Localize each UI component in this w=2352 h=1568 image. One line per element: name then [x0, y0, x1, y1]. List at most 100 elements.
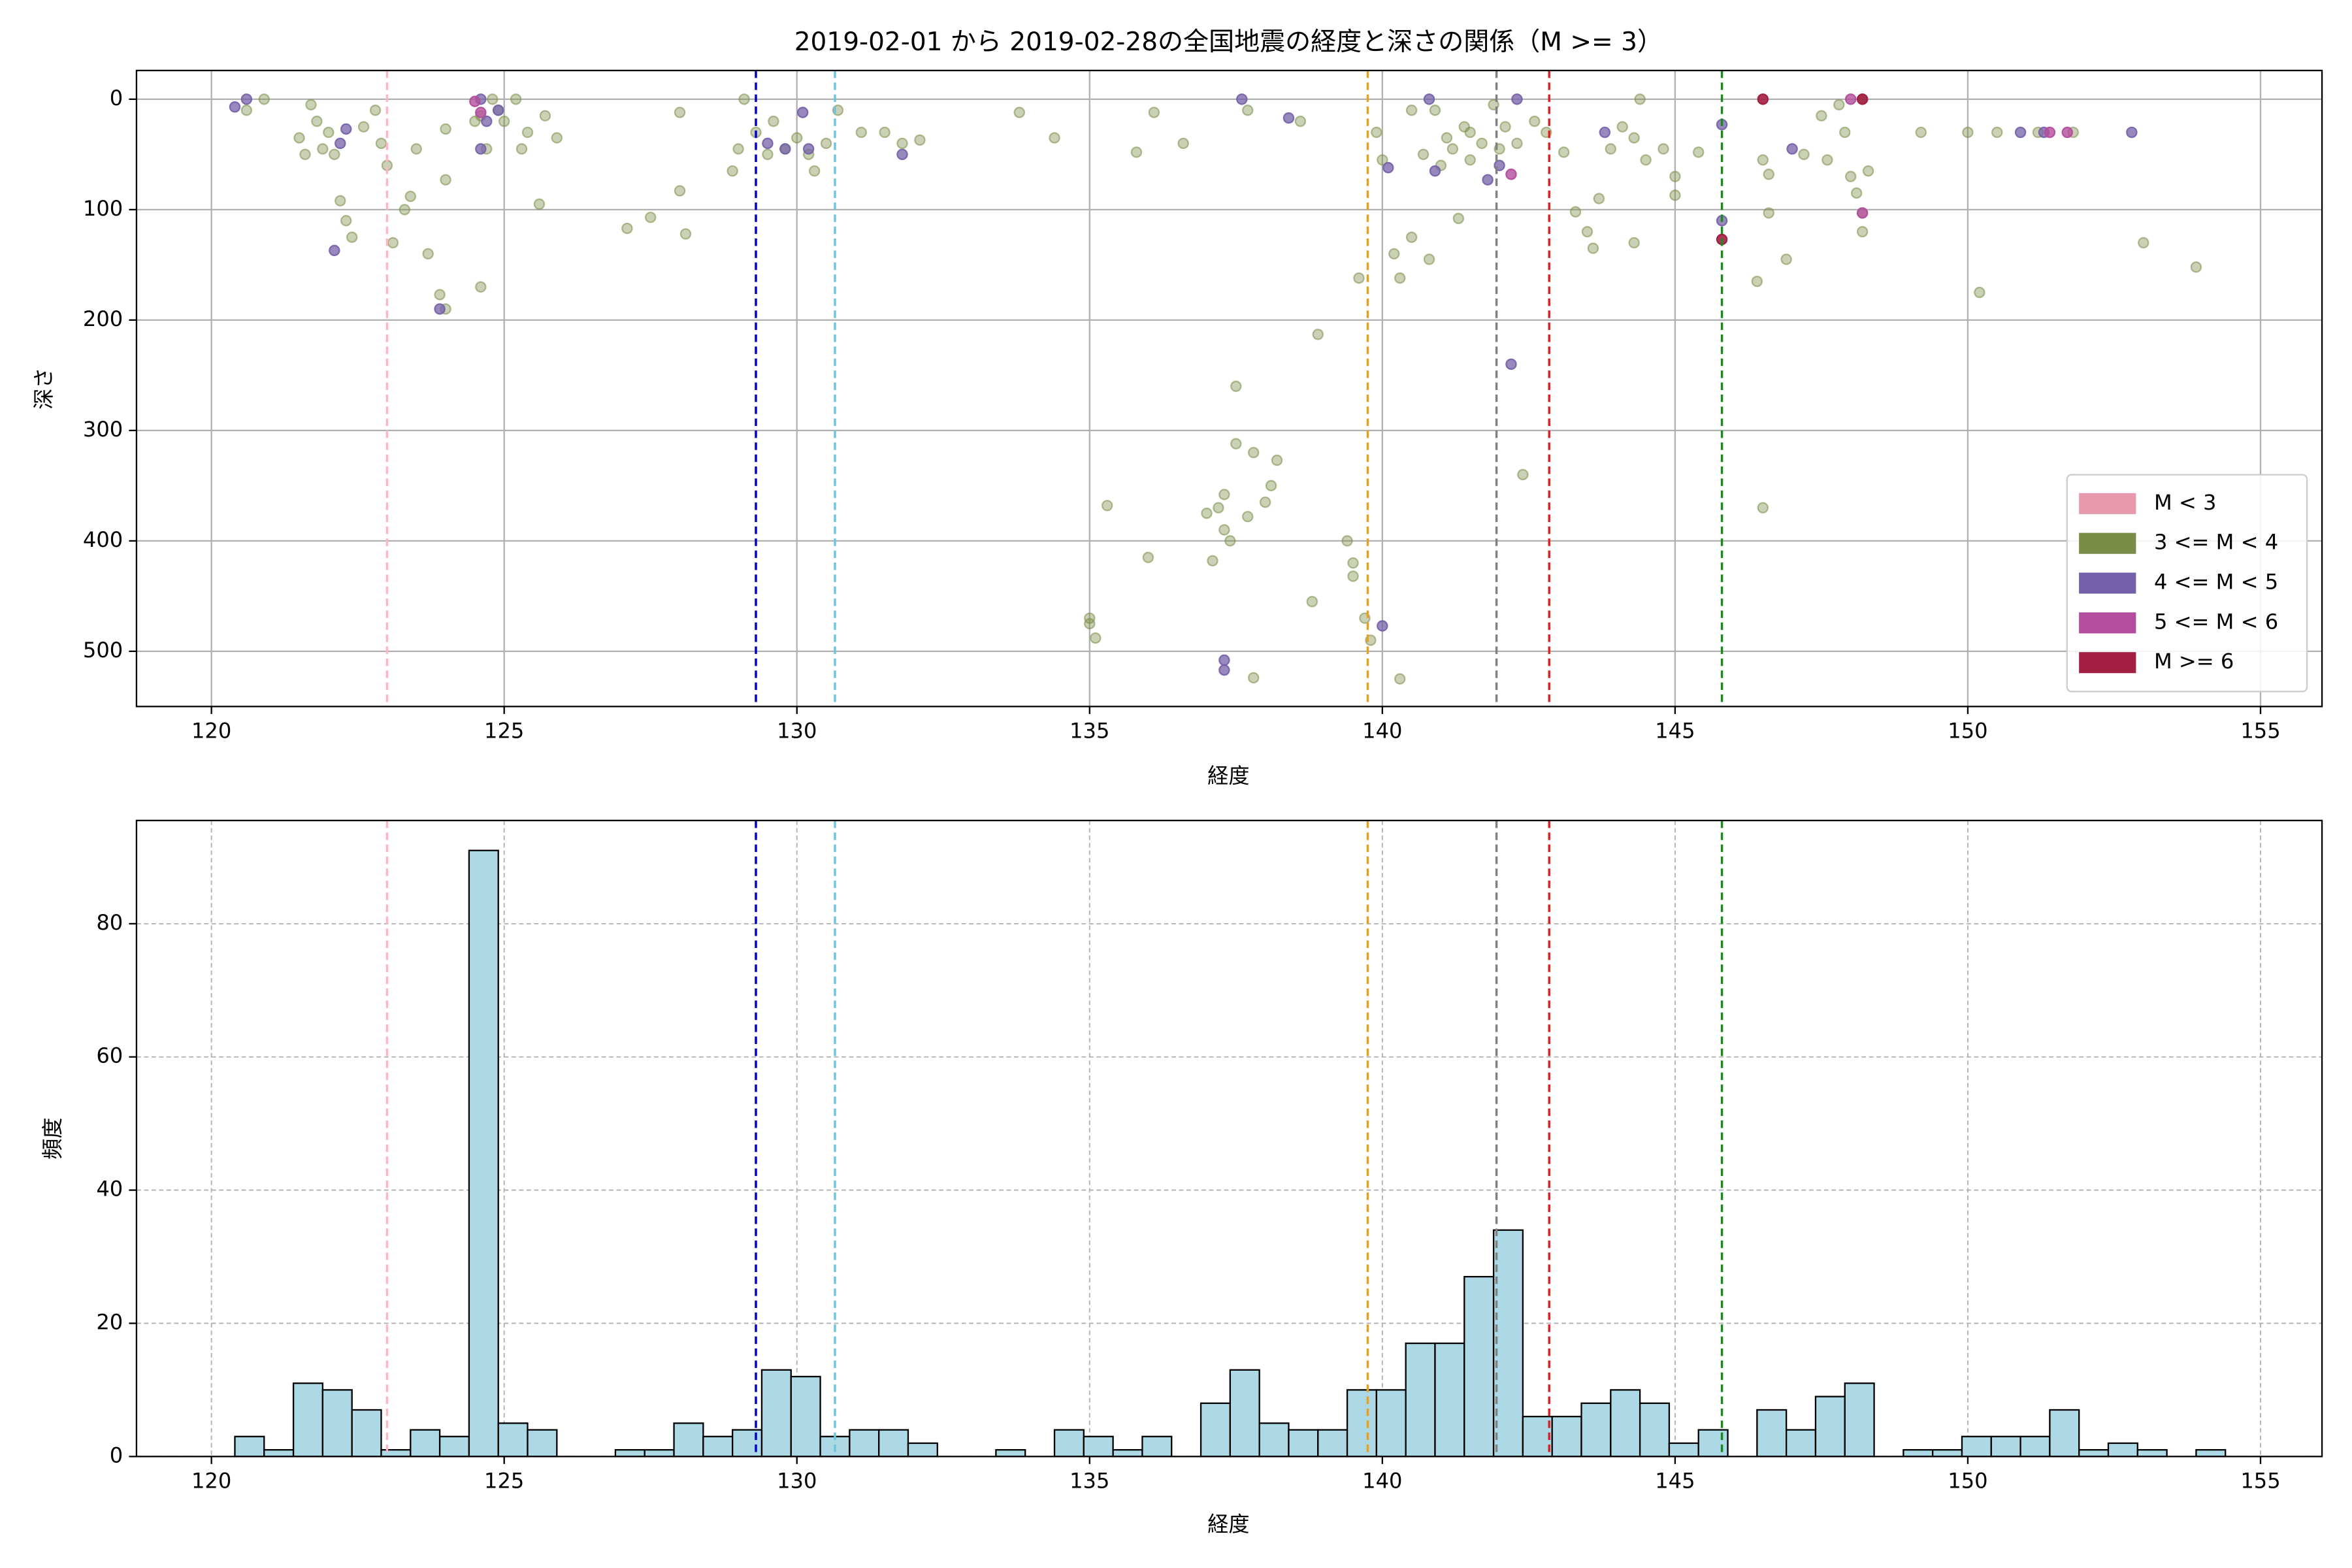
data-point [1382, 161, 1394, 174]
legend-label: M >= 6 [2154, 649, 2234, 674]
data-point [551, 132, 563, 144]
data-point [674, 185, 686, 197]
chart-title: 2019-02-01 から 2019-02-28の全国地震の経度と深さの関係（M… [794, 27, 1663, 57]
y-tick-label: 100 [83, 196, 123, 221]
y-tick-label: 0 [110, 1443, 123, 1467]
data-point [1587, 242, 1599, 254]
y-tick-label: 40 [96, 1177, 123, 1201]
data-point [422, 248, 434, 260]
data-point [1230, 438, 1242, 449]
histogram-bar [673, 1422, 704, 1458]
data-point [802, 143, 815, 155]
x-tick-label: 135 [1070, 1468, 1109, 1493]
data-point [1839, 126, 1851, 139]
data-point [1476, 137, 1488, 150]
data-point [1230, 380, 1242, 392]
data-point [1628, 237, 1640, 249]
data-point [240, 93, 253, 105]
x-axis-label: 経度 [1207, 763, 1249, 788]
histogram-bar [468, 849, 499, 1458]
histogram-bar [2078, 1448, 2110, 1458]
data-point [1816, 110, 1827, 122]
histogram-bar [760, 1369, 792, 1458]
data-point [1505, 169, 1517, 180]
legend-swatch [2079, 532, 2136, 554]
x-tick-label: 145 [1655, 718, 1695, 743]
histogram-bar [1697, 1429, 1729, 1458]
histogram-bar [321, 1389, 353, 1458]
x-tick-label: 145 [1655, 1468, 1695, 1493]
data-point [293, 132, 305, 144]
histogram-bar [907, 1442, 938, 1458]
histogram-bar [1317, 1429, 1348, 1458]
data-point [1844, 171, 1857, 182]
y-tick-label: 400 [83, 527, 123, 552]
data-point [1394, 272, 1406, 284]
data-point [1763, 207, 1774, 219]
data-point [1693, 146, 1705, 158]
data-point [410, 143, 422, 155]
y-tick-label: 200 [83, 306, 123, 331]
histogram-bar [1083, 1435, 1114, 1458]
data-point [1593, 193, 1605, 204]
x-tick-label: 125 [484, 1468, 524, 1493]
data-point [1423, 253, 1435, 265]
legend-swatch [2079, 493, 2136, 514]
data-point [1751, 275, 1763, 287]
data-point [1599, 126, 1611, 139]
data-point [2190, 261, 2202, 273]
legend-label: M < 3 [2154, 490, 2217, 515]
data-point [1511, 137, 1523, 150]
data-point [644, 211, 657, 223]
data-point [1271, 454, 1283, 466]
x-tick-label: 130 [777, 718, 817, 743]
histogram-bar [234, 1435, 265, 1458]
data-point [896, 137, 908, 150]
histogram-bar [2049, 1409, 2080, 1458]
data-point [1780, 253, 1792, 265]
data-point [1658, 143, 1669, 155]
histogram-bar [1053, 1429, 1085, 1458]
histogram-bar [849, 1429, 880, 1458]
data-point [1213, 502, 1224, 514]
data-point [1142, 551, 1154, 563]
x-tick-label: 140 [1362, 1468, 1402, 1493]
histogram-bar [1434, 1342, 1465, 1458]
data-point [1101, 500, 1113, 512]
data-point [335, 195, 346, 207]
data-point [1915, 126, 1927, 139]
data-point [1991, 126, 2003, 139]
data-point [1084, 612, 1096, 624]
legend-swatch [2079, 652, 2136, 674]
data-point [1423, 93, 1435, 105]
histogram-bar [2019, 1435, 2051, 1458]
x-tick-label: 125 [484, 718, 524, 743]
histogram-bar [878, 1429, 909, 1458]
y-tick-label: 300 [83, 417, 123, 442]
data-point [1049, 132, 1060, 144]
data-point [1862, 165, 1874, 177]
data-point [1377, 154, 1388, 166]
histogram-bar [995, 1448, 1026, 1458]
data-point [1569, 206, 1582, 218]
data-point [1452, 212, 1465, 225]
data-point [375, 137, 387, 150]
histogram-bar [1903, 1448, 1934, 1458]
data-point [2138, 237, 2149, 249]
data-point [487, 93, 498, 105]
data-point [1529, 115, 1541, 127]
data-point [768, 115, 779, 127]
histogram-bar [1639, 1402, 1671, 1458]
data-point [1394, 673, 1406, 685]
data-point [2044, 126, 2056, 139]
x-tick-label: 155 [2240, 1468, 2280, 1493]
histogram-bar [1405, 1342, 1436, 1458]
legend-label: 4 <= M < 5 [2154, 570, 2278, 595]
data-point [1856, 225, 1869, 238]
data-point [1763, 169, 1774, 180]
histogram-bar [1492, 1229, 1524, 1458]
data-point [1201, 507, 1213, 519]
data-point [1786, 143, 1798, 155]
